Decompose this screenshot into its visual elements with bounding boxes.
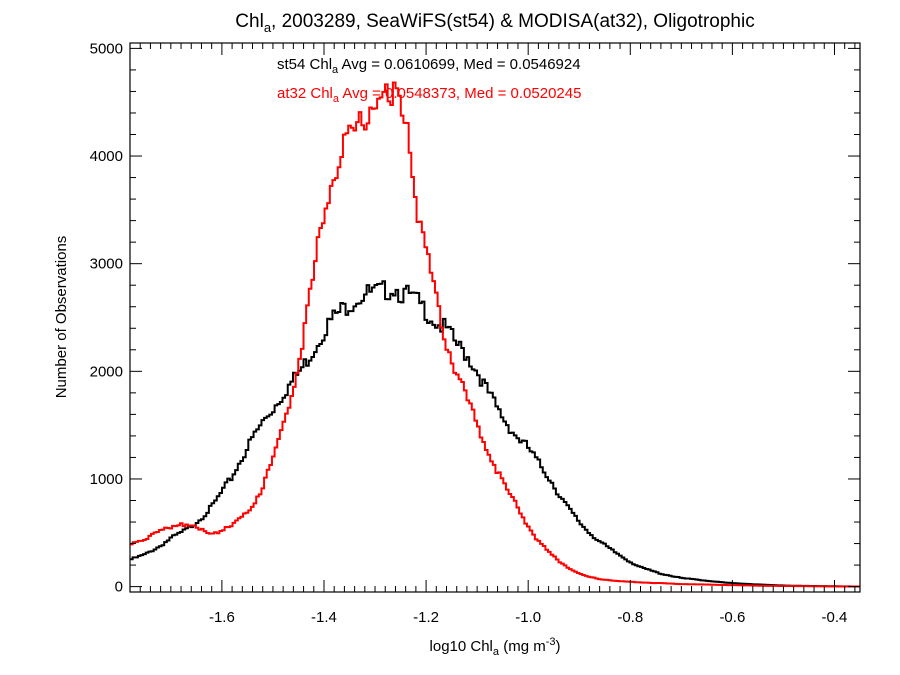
y-axis-title: Number of Observations (53, 236, 70, 399)
x-tick-label: -0.6 (719, 609, 745, 626)
series-at32-histogram (130, 81, 860, 588)
x-tick-label: -1.6 (209, 609, 235, 626)
x-axis-title-suffix: ) (555, 638, 560, 655)
x-axis-title-superscript: -3 (546, 636, 556, 648)
y-axis-ticks: 0 1000 2000 3000 4000 5000 (90, 40, 860, 596)
x-tick-label: -1.4 (311, 609, 337, 626)
x-tick-label: -1.0 (515, 609, 541, 626)
annotation-st54: st54 Chla Avg = 0.0610699, Med = 0.05469… (277, 56, 581, 76)
x-tick-label: -0.8 (617, 609, 643, 626)
x-axis-title-middle: (mg m (499, 638, 546, 655)
title-subscript: a (264, 20, 272, 35)
x-tick-label: -1.2 (413, 609, 439, 626)
x-tick-label: -0.4 (822, 609, 848, 626)
series-st54-histogram (130, 280, 860, 588)
title-suffix: , 2003289, SeaWiFS(st54) & MODISA(at32),… (271, 11, 755, 32)
annotation-at32-suffix: Avg = 0.0548373, Med = 0.0520245 (339, 85, 581, 102)
y-tick-label: 3000 (90, 256, 123, 273)
x-axis-title-prefix: log10 Chl (430, 638, 493, 655)
plot-frame (129, 42, 861, 593)
y-tick-label: 5000 (90, 40, 123, 57)
annotation-at32: at32 Chla Avg = 0.0548373, Med = 0.05202… (277, 85, 581, 105)
x-axis-title: log10 Chla (mg m-3) (430, 636, 561, 658)
y-tick-label: 0 (115, 579, 123, 596)
annotation-st54-subscript: a (332, 64, 339, 76)
annotation-st54-prefix: st54 Chl (277, 56, 332, 73)
y-tick-label: 1000 (90, 471, 123, 488)
annotation-at32-subscript: a (333, 93, 340, 105)
y-tick-label: 4000 (90, 148, 123, 165)
annotation-at32-prefix: at32 Chl (277, 85, 333, 102)
chart-title: Chla, 2003289, SeaWiFS(st54) & MODISA(at… (235, 11, 754, 35)
x-axis-ticks: -1.6 -1.4 -1.2 -1.0 -0.8 -0.6 -0.4 (129, 43, 856, 626)
y-tick-label: 2000 (90, 363, 123, 380)
annotation-st54-suffix: Avg = 0.0610699, Med = 0.0546924 (338, 56, 580, 73)
series-layer (130, 81, 860, 588)
title-prefix: Chl (235, 11, 264, 32)
x-axis-title-subscript: a (493, 646, 500, 658)
